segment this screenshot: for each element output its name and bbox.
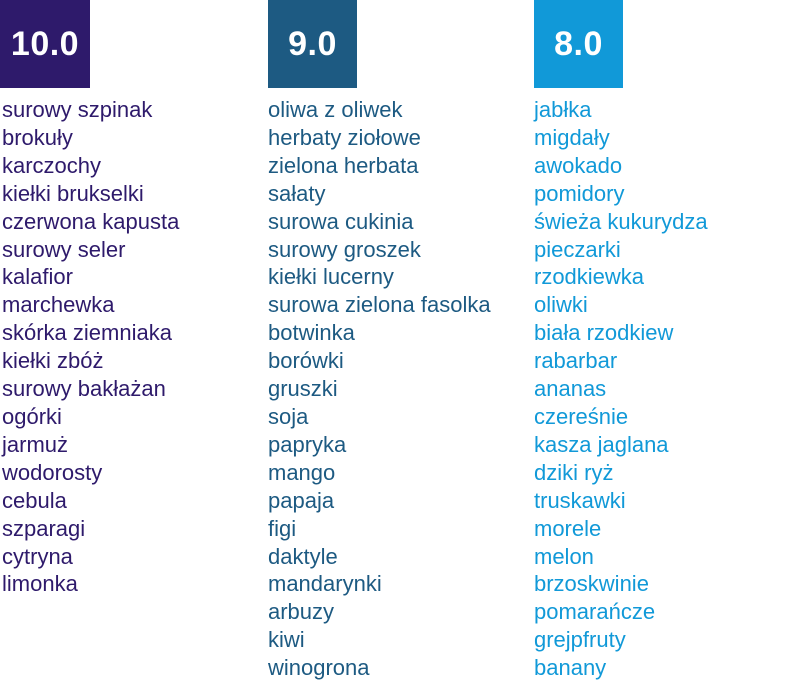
list-item: surowy bakłażan: [2, 376, 166, 402]
list-item: kiełki lucerny: [268, 264, 394, 290]
list-item: arbuzy: [268, 599, 335, 625]
list-item: rzodkiewka: [534, 264, 645, 290]
list-item: kasza jaglana: [534, 431, 669, 457]
list-item: gruszki: [268, 376, 338, 402]
list-item: mango: [268, 459, 336, 485]
list-item: herbaty ziołowe: [268, 124, 421, 150]
list-item: papryka: [268, 431, 347, 457]
list-item: borówki: [268, 348, 344, 374]
list-item: ogórki: [2, 403, 62, 429]
list-item: skórka ziemniaka: [2, 320, 172, 346]
list-item: dziki ryż: [534, 459, 614, 485]
list-item: migdały: [534, 124, 610, 150]
list-item: cebula: [2, 487, 67, 513]
list-item: pieczarki: [534, 236, 621, 262]
list-item: mandarynki: [268, 571, 382, 597]
list-item: grejpfruty: [534, 627, 626, 653]
list-item: awokado: [534, 152, 623, 178]
column-score-10: 10.0 surowy szpinak brokuły karczochy ki…: [0, 0, 179, 598]
list-item: ananas: [534, 376, 607, 402]
list-item: surowy groszek: [268, 236, 421, 262]
list-item: zielona herbata: [268, 152, 419, 178]
list-item: czerwona kapusta: [2, 208, 180, 234]
list-item: oliwki: [534, 292, 588, 318]
list-item: jabłka: [534, 97, 592, 122]
score-badge-10: 10.0: [0, 0, 90, 88]
list-item: surowa zielona fasolka: [268, 292, 491, 318]
score-badge-8: 8.0: [534, 0, 623, 88]
list-item: biała rzodkiew: [534, 320, 674, 346]
list-item: melon: [534, 543, 594, 569]
food-list-10: surowy szpinak brokuły karczochy kiełki …: [0, 96, 179, 598]
list-item: papaja: [268, 487, 335, 513]
list-item: sałaty: [268, 180, 326, 206]
list-item: surowy szpinak: [2, 97, 153, 122]
score-badge-9: 9.0: [268, 0, 357, 88]
list-item: oliwa z oliwek: [268, 97, 403, 122]
list-item: brokuły: [2, 124, 73, 150]
food-list-9: oliwa z oliwek herbaty ziołowe zielona h…: [267, 96, 491, 682]
list-item: brzoskwinie: [534, 571, 649, 597]
list-item: surowa cukinia: [268, 208, 414, 234]
list-item: figi: [268, 515, 297, 541]
list-item: limonka: [2, 571, 78, 597]
list-item: rabarbar: [534, 348, 618, 374]
list-item: truskawki: [534, 487, 626, 513]
list-item: czereśnie: [534, 403, 629, 429]
list-item: świeża kukurydza: [534, 208, 708, 234]
list-item: winogrona: [268, 655, 370, 681]
list-item: kalafior: [2, 264, 73, 290]
list-item: kiełki brukselki: [2, 180, 144, 206]
list-item: soja: [268, 403, 309, 429]
list-item: kiełki zbóż: [2, 348, 104, 374]
column-score-8: 8.0 jabłka migdały awokado pomidory świe…: [533, 0, 708, 682]
list-item: jarmuż: [2, 431, 69, 457]
list-item: botwinka: [268, 320, 355, 346]
list-item: szparagi: [2, 515, 86, 541]
food-list-8: jabłka migdały awokado pomidory świeża k…: [533, 96, 708, 682]
list-item: pomidory: [534, 180, 625, 206]
list-item: daktyle: [268, 543, 338, 569]
list-item: pomarańcze: [534, 599, 656, 625]
column-score-9: 9.0 oliwa z oliwek herbaty ziołowe zielo…: [267, 0, 491, 682]
list-item: morele: [534, 515, 602, 541]
list-item: karczochy: [2, 152, 102, 178]
list-item: kiwi: [268, 627, 305, 653]
list-item: surowy seler: [2, 236, 126, 262]
list-item: cytryna: [2, 543, 73, 569]
list-item: banany: [534, 655, 607, 681]
list-item: marchewka: [2, 292, 115, 318]
list-item: wodorosty: [2, 459, 103, 485]
